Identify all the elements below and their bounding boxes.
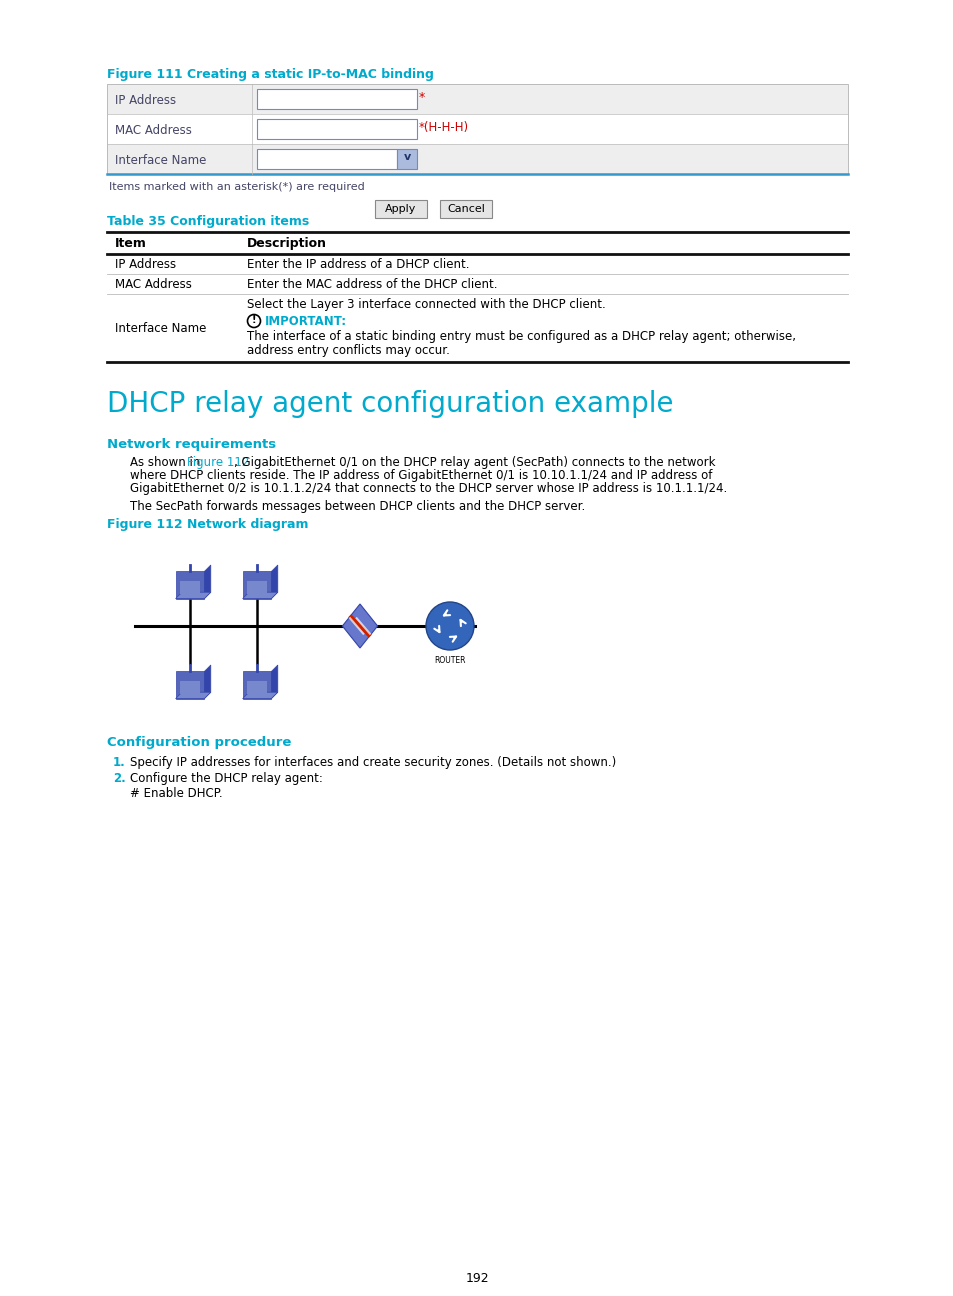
Polygon shape bbox=[247, 680, 266, 695]
Bar bbox=[107, 84, 847, 114]
Text: Specify IP addresses for interfaces and create security zones. (Details not show: Specify IP addresses for interfaces and … bbox=[130, 756, 616, 769]
Text: Configuration procedure: Configuration procedure bbox=[107, 736, 291, 749]
Text: Configure the DHCP relay agent:: Configure the DHCP relay agent: bbox=[130, 772, 322, 785]
Text: GigabitEthernet 0/2 is 10.1.1.2/24 that connects to the DHCP server whose IP add: GigabitEthernet 0/2 is 10.1.1.2/24 that … bbox=[130, 482, 726, 495]
Polygon shape bbox=[175, 572, 204, 599]
Text: As shown in: As shown in bbox=[130, 456, 204, 469]
Text: Items marked with an asterisk(*) are required: Items marked with an asterisk(*) are req… bbox=[109, 181, 364, 192]
Text: *(H-H-H): *(H-H-H) bbox=[418, 121, 469, 133]
Text: 1.: 1. bbox=[112, 756, 126, 769]
Text: , GigabitEthernet 0/1 on the DHCP relay agent (SecPath) connects to the network: , GigabitEthernet 0/1 on the DHCP relay … bbox=[234, 456, 716, 469]
Bar bbox=[107, 144, 847, 174]
Bar bbox=[107, 84, 847, 174]
Text: Description: Description bbox=[247, 237, 327, 250]
Text: Enter the IP address of a DHCP client.: Enter the IP address of a DHCP client. bbox=[247, 258, 469, 271]
Text: MAC Address: MAC Address bbox=[115, 124, 192, 137]
Bar bbox=[396, 149, 416, 168]
Polygon shape bbox=[175, 592, 211, 599]
Polygon shape bbox=[204, 665, 211, 699]
Polygon shape bbox=[342, 604, 377, 648]
Bar bbox=[256, 149, 396, 168]
Text: Apply: Apply bbox=[385, 203, 416, 214]
Polygon shape bbox=[242, 671, 271, 699]
Text: ROUTER: ROUTER bbox=[434, 656, 465, 665]
Text: 192: 192 bbox=[465, 1271, 488, 1286]
Text: !: ! bbox=[252, 315, 256, 325]
Bar bbox=[107, 114, 847, 144]
Text: # Enable DHCP.: # Enable DHCP. bbox=[130, 787, 222, 800]
Polygon shape bbox=[271, 565, 277, 599]
Text: address entry conflicts may occur.: address entry conflicts may occur. bbox=[247, 343, 450, 356]
Text: Interface Name: Interface Name bbox=[115, 321, 206, 334]
Polygon shape bbox=[247, 581, 266, 595]
Bar bbox=[256, 89, 416, 109]
Text: Cancel: Cancel bbox=[447, 203, 484, 214]
Text: Enter the MAC address of the DHCP client.: Enter the MAC address of the DHCP client… bbox=[247, 279, 497, 292]
Text: Interface Name: Interface Name bbox=[115, 154, 206, 167]
Text: v: v bbox=[403, 152, 410, 162]
Text: IP Address: IP Address bbox=[115, 95, 176, 108]
Text: Figure 111 Creating a static IP-to-MAC binding: Figure 111 Creating a static IP-to-MAC b… bbox=[107, 67, 434, 80]
Text: DHCP relay agent configuration example: DHCP relay agent configuration example bbox=[107, 390, 673, 419]
Text: The interface of a static binding entry must be configured as a DHCP relay agent: The interface of a static binding entry … bbox=[247, 330, 795, 343]
Text: IP Address: IP Address bbox=[115, 258, 176, 271]
Polygon shape bbox=[180, 581, 199, 595]
Polygon shape bbox=[180, 680, 199, 695]
Bar bbox=[256, 119, 416, 139]
Circle shape bbox=[426, 603, 474, 651]
Text: MAC Address: MAC Address bbox=[115, 279, 192, 292]
Bar bbox=[439, 200, 492, 218]
Text: The SecPath forwards messages between DHCP clients and the DHCP server.: The SecPath forwards messages between DH… bbox=[130, 500, 584, 513]
Bar bbox=[375, 200, 427, 218]
Polygon shape bbox=[242, 692, 277, 699]
Text: where DHCP clients reside. The IP address of GigabitEthernet 0/1 is 10.10.1.1/24: where DHCP clients reside. The IP addres… bbox=[130, 469, 712, 482]
Polygon shape bbox=[271, 665, 277, 699]
Text: Network requirements: Network requirements bbox=[107, 438, 275, 451]
Polygon shape bbox=[175, 692, 211, 699]
Text: *: * bbox=[418, 91, 425, 104]
Polygon shape bbox=[242, 572, 271, 599]
Text: Table 35 Configuration items: Table 35 Configuration items bbox=[107, 215, 309, 228]
Polygon shape bbox=[204, 565, 211, 599]
Text: Figure 112: Figure 112 bbox=[187, 456, 249, 469]
Text: IMPORTANT:: IMPORTANT: bbox=[265, 315, 347, 328]
Text: 2.: 2. bbox=[112, 772, 126, 785]
Text: Item: Item bbox=[115, 237, 147, 250]
Polygon shape bbox=[242, 592, 277, 599]
Polygon shape bbox=[175, 671, 204, 699]
Text: Figure 112 Network diagram: Figure 112 Network diagram bbox=[107, 518, 308, 531]
Text: Select the Layer 3 interface connected with the DHCP client.: Select the Layer 3 interface connected w… bbox=[247, 298, 605, 311]
